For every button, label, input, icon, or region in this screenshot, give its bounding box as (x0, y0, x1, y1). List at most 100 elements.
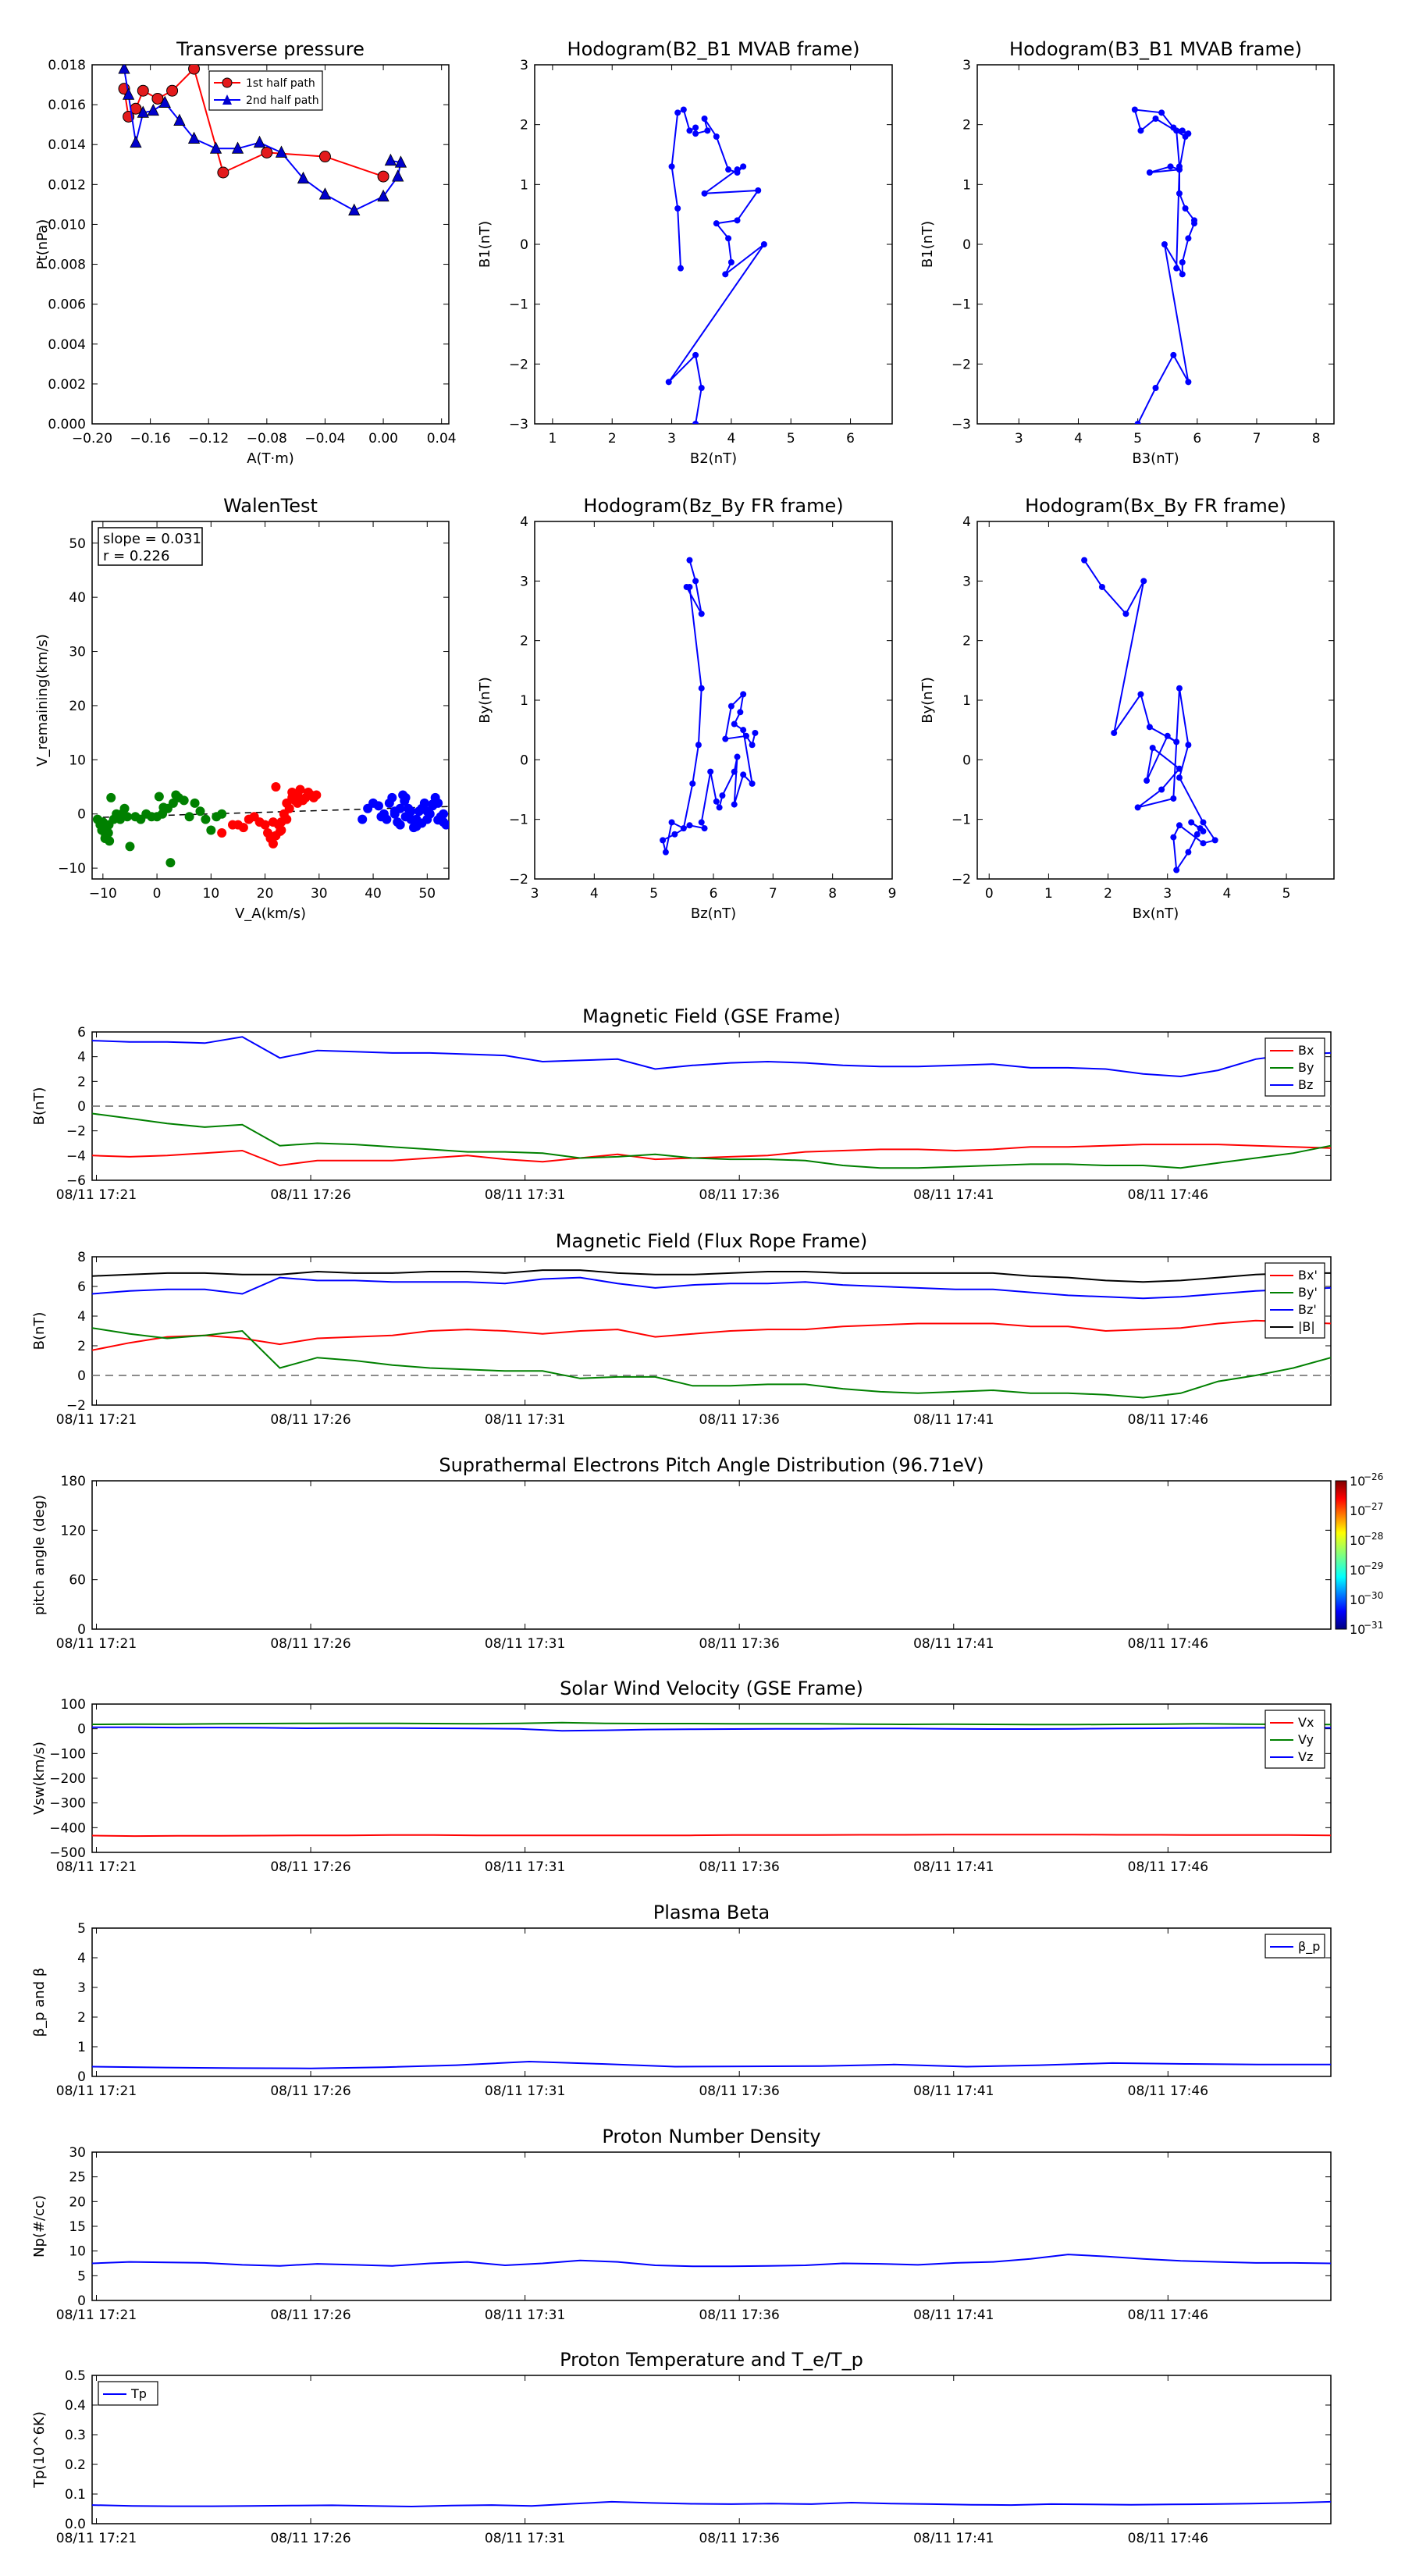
r-text: r = 0.226 (103, 548, 169, 564)
colorbar-tick-label: 10 (1350, 1592, 1365, 1607)
scatter-point-green (195, 806, 205, 817)
marker-dot (1164, 732, 1171, 739)
marker-dot (1098, 583, 1105, 590)
y-tick-label: 8 (77, 1250, 86, 1265)
scatter-point-blue (433, 815, 443, 825)
y-tick-label: 4 (77, 1951, 86, 1966)
scatter-point-green (206, 825, 216, 835)
x-tick-label: 08/11 17:36 (699, 2083, 779, 2099)
colorbar (1335, 1480, 1347, 1630)
x-tick-label: 08/11 17:46 (1128, 2307, 1208, 2323)
scatter-point-red (284, 803, 294, 813)
scatter-point-green (106, 792, 116, 802)
plot-area (1131, 106, 1198, 424)
marker-dot (689, 780, 696, 787)
legend: β_p (1264, 1934, 1325, 1959)
series-line-Vz (92, 1726, 1331, 1732)
series-line-Bz (91, 1036, 1332, 1078)
y-tick-label: −1 (951, 813, 971, 828)
marker-dot (734, 753, 741, 760)
y-tick-label: 0.016 (48, 98, 86, 113)
x-tick-label: 08/11 17:46 (1128, 1187, 1208, 1203)
scatter-point-blue (441, 820, 449, 830)
plot-frame (976, 521, 1335, 880)
y-tick-label: 4 (77, 1050, 86, 1066)
y-tick-label: 1 (77, 2040, 86, 2055)
y-tick-label: 0.002 (48, 377, 86, 393)
x-tick-label: 4 (727, 431, 735, 447)
y-tick-label: 4 (962, 514, 971, 530)
colorbar-tick-exponent: −29 (1364, 1560, 1383, 1571)
legend-label: 2nd half path (246, 94, 319, 107)
x-tick-label: 0.04 (427, 431, 457, 447)
marker-dot (692, 124, 699, 131)
x-axis-label: B3(nT) (1132, 450, 1179, 467)
x-tick-label: 08/11 17:46 (1128, 2083, 1208, 2099)
legend-label: Bx' (1298, 1268, 1318, 1283)
scatter-point-red (268, 817, 278, 827)
legend-marker (222, 94, 232, 105)
series-line-Bx (91, 1144, 1332, 1167)
colorbar-tick: 10−31 (1350, 1620, 1383, 1637)
y-tick-label: 0.0 (65, 2517, 86, 2532)
legend-label: Bz (1298, 1077, 1313, 1092)
x-tick-label: −0.20 (72, 431, 112, 447)
scatter-point-green (123, 812, 133, 822)
marker-dot (740, 771, 747, 778)
marker-dot (1173, 866, 1180, 873)
x-tick-label: 08/11 17:21 (56, 1859, 137, 1875)
y-tick-label: −10 (58, 861, 86, 877)
y-tick-label: 2 (962, 634, 971, 649)
scatter-point-blue (376, 812, 386, 822)
y-tick-label: 0.5 (65, 2368, 86, 2384)
chart-h2: Hodogram(B3_B1 MVAB frame) 3 4 5 6 7 8 −3 −2 −1 0 1… (919, 38, 1335, 467)
marker-dot (722, 271, 729, 278)
marker-circle (188, 65, 201, 75)
x-tick-label: 08/11 17:21 (56, 1412, 137, 1428)
marker-dot (1176, 774, 1183, 781)
marker-dot (1176, 685, 1183, 692)
series-line-0 (661, 560, 756, 852)
plot-area (118, 65, 407, 215)
chart-np: Proton Number Density 08/11 17:21 08/11 17… (31, 2126, 1332, 2323)
x-tick-label: 08/11 17:31 (485, 1636, 565, 1652)
colorbar-tick: 10−30 (1350, 1590, 1383, 1607)
y-tick-label: 100 (61, 1697, 86, 1713)
y-tick-label: 1 (962, 177, 971, 193)
chart-tp: Transverse pressure −0.20 −0.16 −0.12 −0.08 −… (34, 38, 457, 467)
marker-dot (1185, 379, 1192, 386)
marker-dot (707, 768, 714, 775)
marker-dot (1193, 831, 1200, 838)
marker-triangle (147, 103, 159, 116)
y-tick-label: 3 (520, 574, 528, 589)
plot-frame (91, 1256, 1332, 1406)
marker-dot (692, 351, 699, 358)
marker-dot (680, 825, 687, 832)
y-tick-label: 0 (77, 2293, 86, 2309)
marker-dot (662, 849, 669, 856)
marker-triangle (348, 203, 361, 215)
y-tick-label: 5 (77, 1921, 86, 1937)
x-tick-label: 08/11 17:26 (270, 1187, 350, 1203)
scatter-point-blue (417, 818, 427, 828)
plot-frame (534, 521, 893, 880)
scatter-point-blue (373, 801, 383, 811)
y-tick-label: 20 (69, 699, 86, 714)
marker-dot (671, 831, 678, 838)
y-tick-label: 0 (520, 237, 528, 253)
colorbar-tick-label: 10 (1350, 1622, 1365, 1637)
y-tick-label: 3 (520, 58, 528, 73)
y-tick-label: 3 (77, 1980, 86, 1996)
x-tick-label: 08/11 17:31 (485, 2307, 565, 2323)
x-tick-label: 08/11 17:41 (913, 2307, 994, 2323)
marker-dot (1144, 777, 1151, 785)
marker-dot (1122, 610, 1129, 617)
marker-dot (686, 583, 693, 590)
x-axis-label: Bz(nT) (691, 906, 736, 922)
x-tick-label: 08/11 17:26 (270, 2307, 350, 2323)
x-tick-label: −10 (89, 886, 117, 902)
x-tick-label: 5 (787, 431, 795, 447)
marker-triangle (137, 105, 149, 118)
marker-dot (727, 259, 735, 265)
